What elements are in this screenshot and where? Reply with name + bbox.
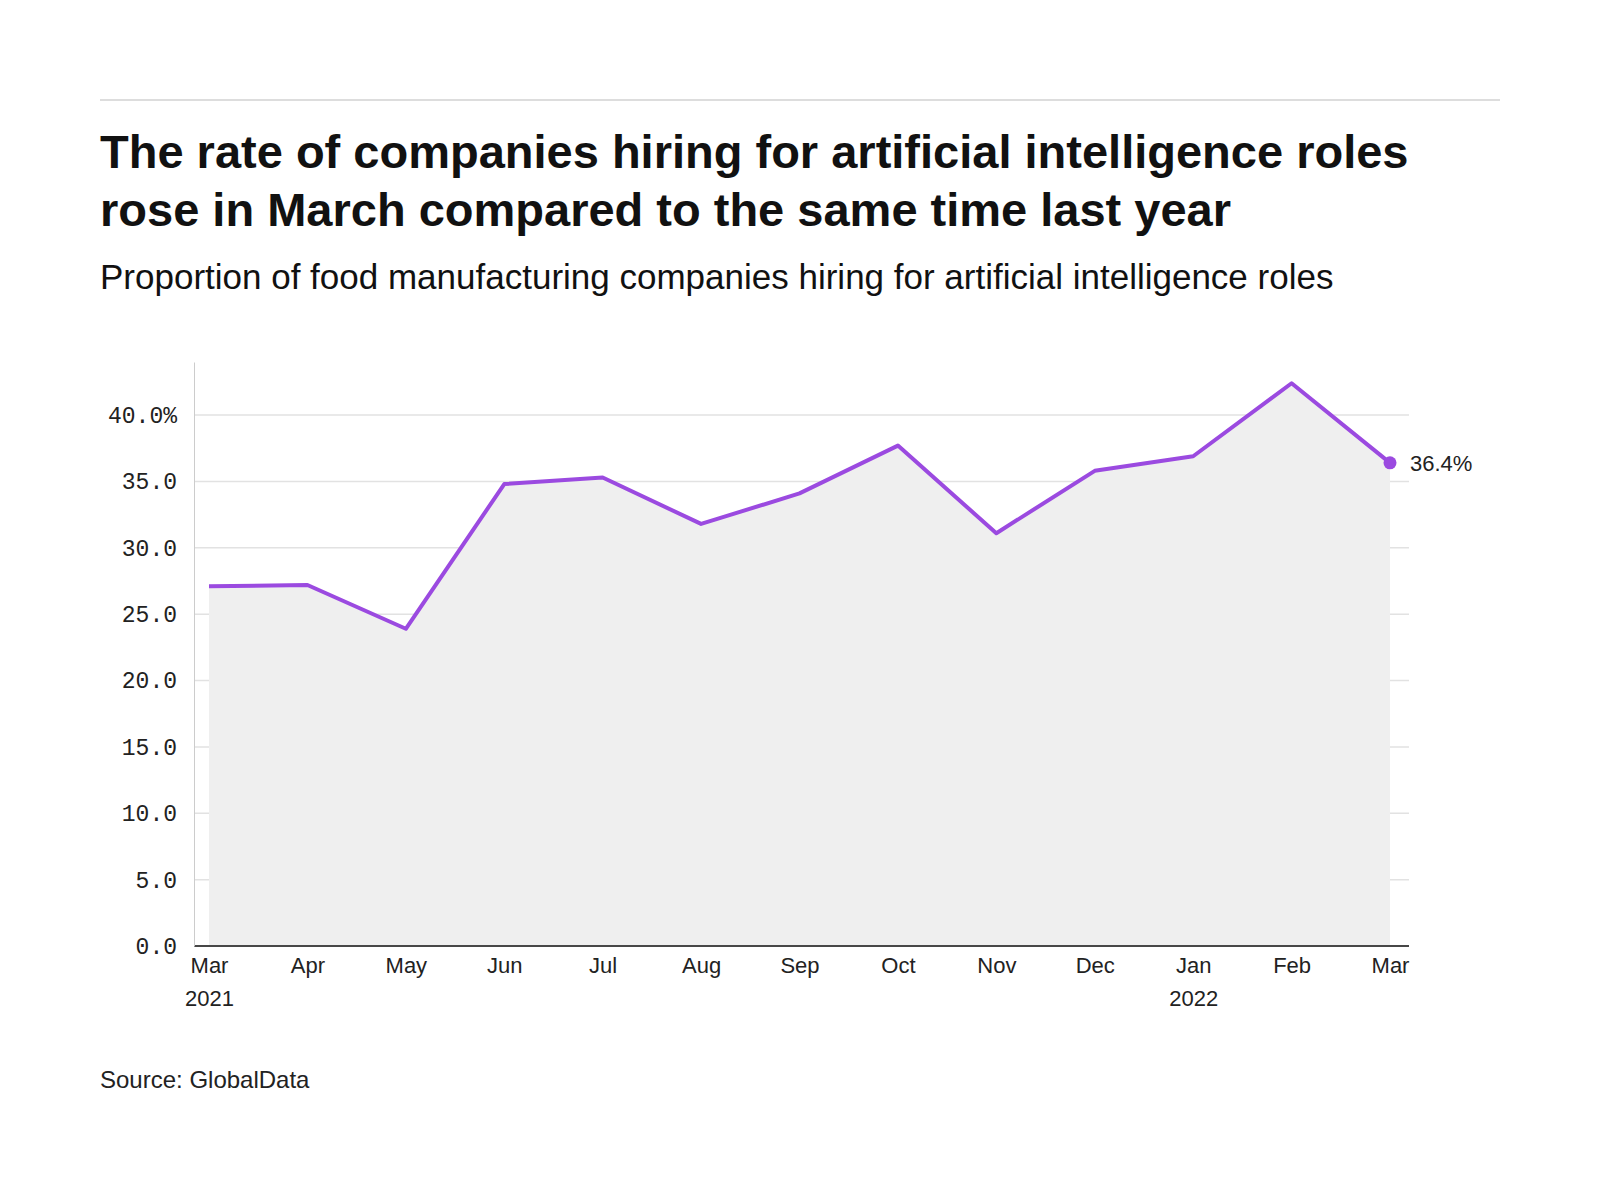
- x-axis-line: [210, 946, 1391, 947]
- y-tick-label: 40.0%: [108, 404, 177, 430]
- y-tick: 5.0: [136, 868, 194, 894]
- grid-line: [194, 945, 1409, 947]
- y-tick-label: 25.0: [122, 603, 177, 629]
- x-tick-label: Dec: [1076, 953, 1115, 978]
- x-tick-label: Oct: [881, 953, 915, 978]
- chart-svg: 0.0 5.0 10.0 15.0 20.0 25.0 30.0 35.0 40.0% Mar20…: [0, 0, 1600, 1200]
- x-tick-label: Aug: [682, 953, 721, 978]
- data-label: 36.4%: [1410, 451, 1472, 476]
- x-tick-label: Apr: [291, 953, 325, 978]
- grid-line: [194, 414, 1409, 416]
- plot-area: [209, 383, 1397, 946]
- area: [209, 383, 1390, 946]
- y-tick: 40.0%: [108, 404, 194, 430]
- y-tick: 25.0: [122, 603, 194, 629]
- x-tick: Nov: [977, 946, 1016, 978]
- x-tick: Sep: [780, 946, 819, 978]
- data-labels: 36.4%: [1410, 451, 1472, 476]
- y-tick-label: 0.0: [136, 935, 177, 961]
- x-tick: Jun: [487, 946, 522, 978]
- x-tick: Dec: [1076, 946, 1115, 978]
- y-tick-label: 10.0: [122, 802, 177, 828]
- x-tick: Oct: [881, 946, 915, 978]
- x-tick-label: Jun: [487, 953, 522, 978]
- x-tick-label: Nov: [977, 953, 1016, 978]
- y-tick: 0.0: [136, 935, 194, 961]
- x-tick-label: Mar: [1372, 953, 1410, 978]
- x-tick-label: Feb: [1273, 953, 1311, 978]
- x-tick-label: Jul: [589, 953, 617, 978]
- baseline: [194, 945, 1409, 947]
- x-tick-label: Sep: [780, 953, 819, 978]
- x-tick: Jul: [589, 946, 617, 978]
- point: [1384, 456, 1397, 469]
- line: [209, 383, 1390, 629]
- title: The rate of companies hiring for artific…: [100, 123, 1520, 239]
- y-tick-label: 15.0: [122, 736, 177, 762]
- y-tick-label: 20.0: [122, 669, 177, 695]
- y-tick-label: 35.0: [122, 470, 177, 496]
- y-tick: 10.0: [122, 802, 194, 828]
- x-tick: Mar2021: [185, 946, 234, 1011]
- x-tick: Feb: [1273, 946, 1311, 978]
- y-tick: 20.0: [122, 669, 194, 695]
- y-tick: 30.0: [122, 537, 194, 563]
- y-tick: 35.0: [122, 470, 194, 496]
- y-axis: 0.0 5.0 10.0 15.0 20.0 25.0 30.0 35.0 40.0%: [108, 363, 195, 961]
- y-tick-label: 5.0: [136, 868, 177, 894]
- x-tick-label: Jan2022: [1169, 953, 1218, 1011]
- x-tick: Aug: [682, 946, 721, 978]
- subtitle: Proportion of food manufacturing compani…: [100, 251, 1500, 303]
- x-tick: Mar: [1372, 946, 1410, 978]
- x-tick-label: May: [386, 953, 428, 978]
- source: Source: GlobalData: [100, 1065, 309, 1095]
- x-tick: May: [386, 946, 428, 978]
- y-tick-label: 30.0: [122, 537, 177, 563]
- top-rule: [100, 99, 1500, 101]
- y-axis-line: [194, 363, 195, 947]
- x-tick: Jan2022: [1169, 946, 1218, 1011]
- x-tick-label: Mar2021: [185, 953, 234, 1011]
- x-tick: Apr: [291, 946, 325, 978]
- x-axis: Mar2021 Apr May Jun Jul Aug Sep Oct Nov Dec Jan202…: [185, 946, 1409, 1011]
- y-tick: 15.0: [122, 736, 194, 762]
